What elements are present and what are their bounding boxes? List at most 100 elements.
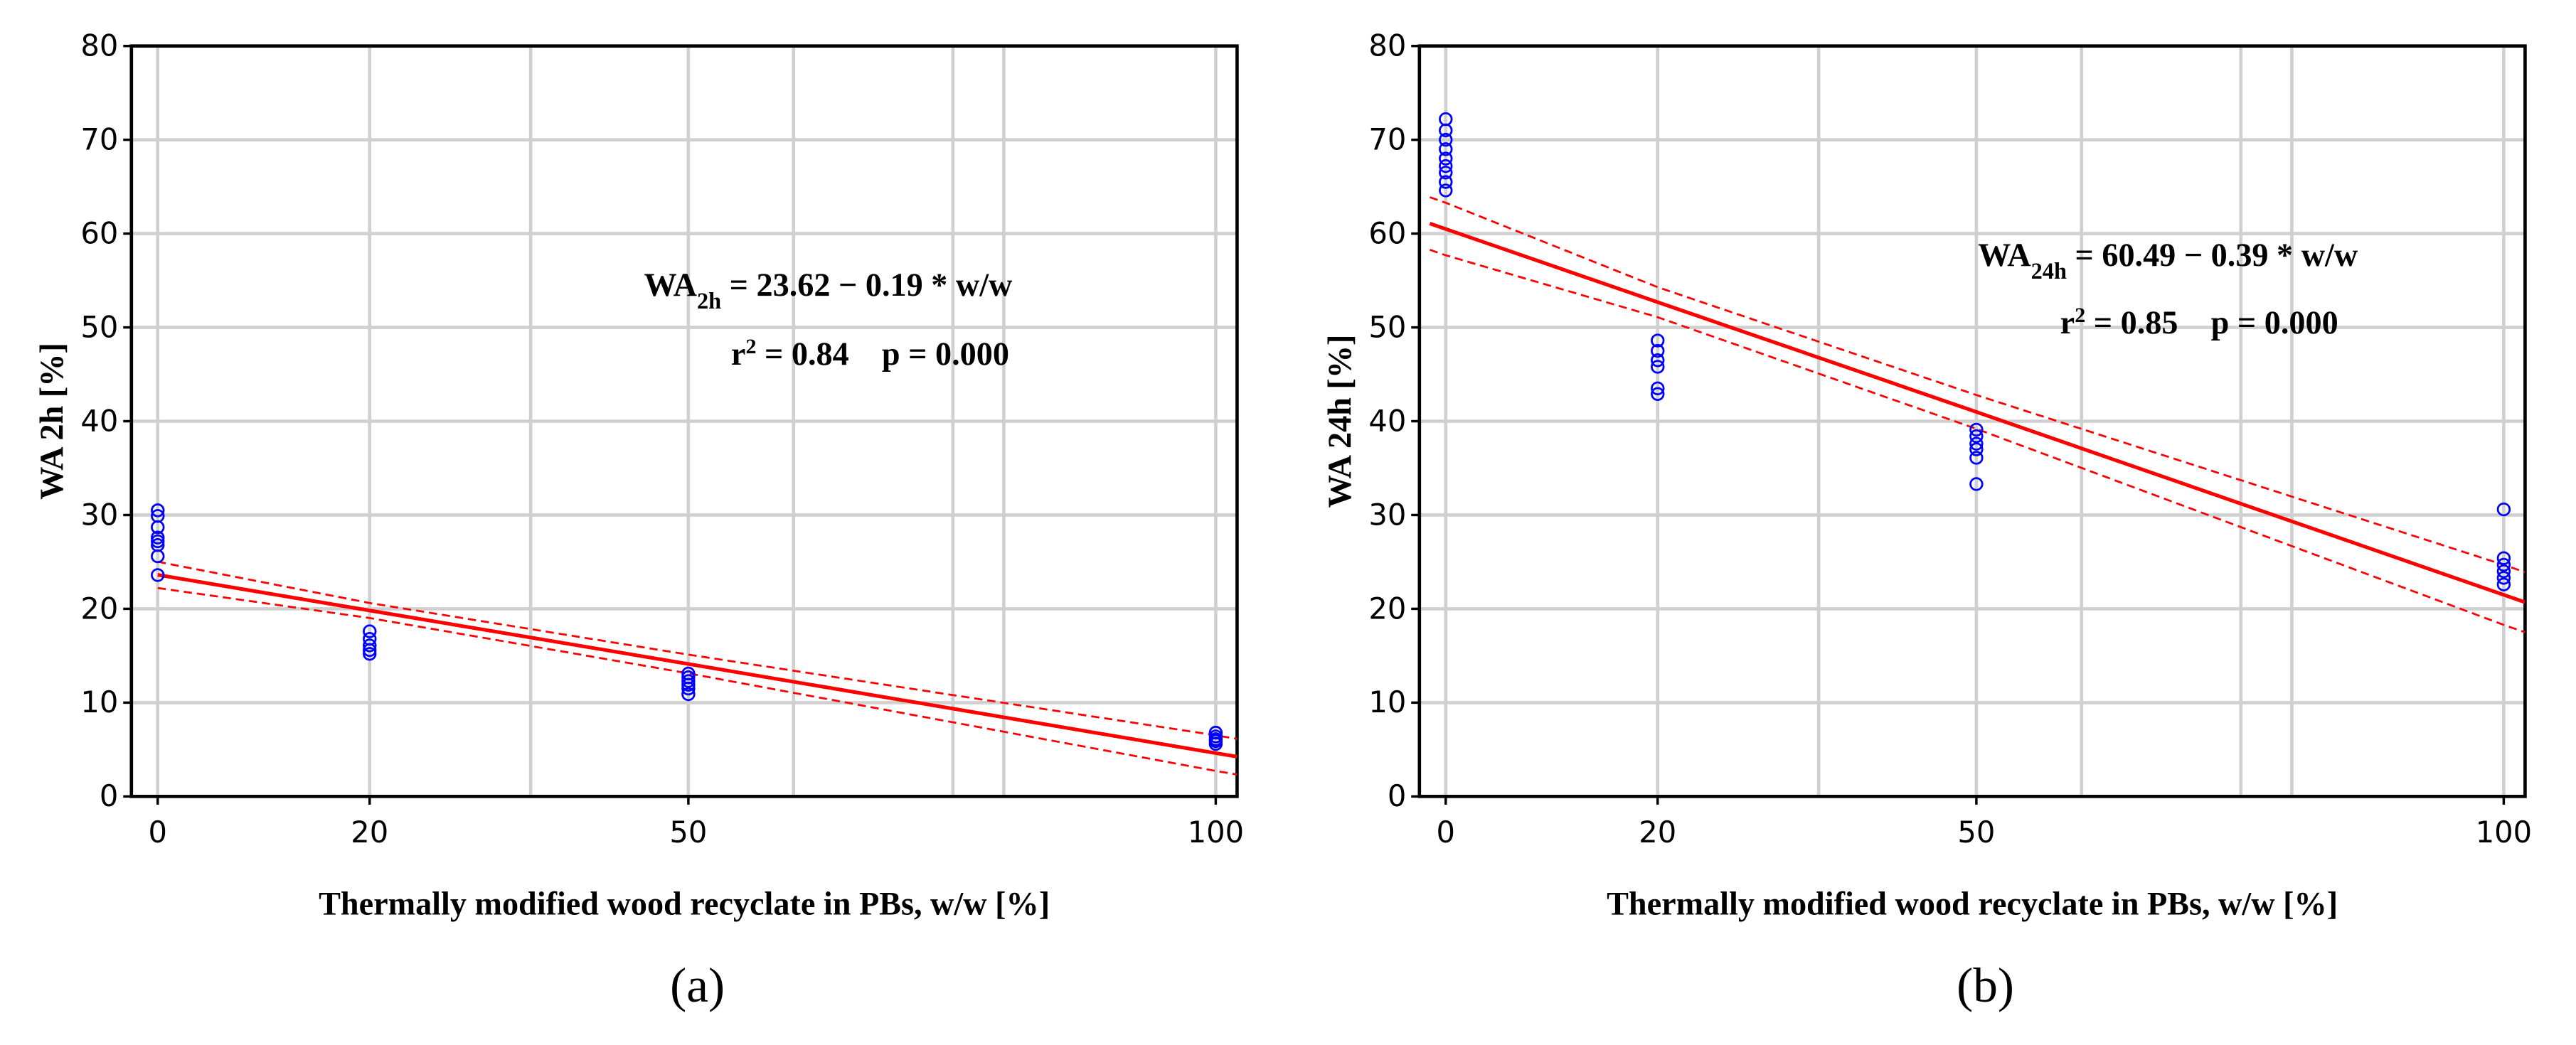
regression-line [157, 573, 1238, 759]
data-point [1439, 183, 1453, 198]
data-point [363, 647, 377, 661]
equation-rest: = 23.62 − 0.19 * w/w [721, 267, 1013, 303]
y-tick-label: 40 [80, 403, 118, 438]
x-tick-label: 50 [1957, 815, 1995, 850]
y-tick-label: 0 [100, 778, 118, 813]
x-tick-label: 20 [351, 815, 388, 850]
y-tick-label: 60 [1368, 215, 1406, 250]
y-axis-title: WA 2h [%] [33, 343, 70, 500]
equation-rest: = 60.49 − 0.39 * w/w [2067, 237, 2358, 273]
series-20 [1651, 333, 1665, 401]
data-point [1969, 429, 1984, 444]
equation-prefix: WA [1978, 237, 2031, 273]
data-point [681, 681, 696, 696]
upper-confidence-band [157, 560, 1238, 740]
data-point [2496, 564, 2511, 579]
y-tick-label: 50 [80, 309, 118, 344]
data-point [2496, 557, 2511, 572]
data-point [1651, 353, 1665, 368]
plot-group: 0 10 20 30 40 50 60 70 80 0 20 50 100 Thermally modif… [1321, 28, 2532, 1013]
x-axis-title: Thermally modified wood recyclate in PBs… [1607, 886, 2338, 922]
y-tick-label: 50 [1368, 309, 1406, 344]
x-tick-label: 0 [1437, 815, 1455, 850]
y-axis-title: WA 24h [%] [1321, 335, 1358, 508]
y-tick-label: 70 [1368, 122, 1406, 156]
x-axis-title: Thermally modified wood recyclate in PBs… [319, 886, 1050, 922]
data-point [1969, 442, 1984, 456]
data-point [151, 520, 165, 535]
data-point [2496, 577, 2511, 591]
y-tick-label: 70 [80, 122, 118, 156]
data-point [1969, 451, 1984, 465]
data-point [363, 643, 377, 658]
equation-subscript: 24h [2031, 258, 2067, 284]
y-tick-label: 30 [1368, 497, 1406, 532]
data-point [1439, 132, 1453, 147]
chart-panel-a: 0 10 20 30 40 50 60 70 80 0 20 50 100 Thermally modif… [33, 28, 1244, 1013]
data-point [1208, 736, 1223, 751]
y-tick-label: 20 [80, 591, 118, 626]
y-tick-label: 60 [80, 215, 118, 250]
lower-confidence-band [1429, 249, 2526, 633]
series-50 [1969, 422, 1984, 491]
x-tick-label: 100 [2476, 815, 2532, 850]
data-point [151, 530, 165, 545]
r2-rest: = 0.85 p = 0.000 [2085, 304, 2338, 341]
y-tick-label: 30 [80, 497, 118, 532]
data-point [1651, 381, 1665, 396]
data-point [2496, 502, 2511, 517]
data-point [681, 677, 696, 692]
plot-group: 0 10 20 30 40 50 60 70 80 0 20 50 100 Thermally modif… [33, 28, 1244, 1013]
regression-equation: WA24h = 60.49 − 0.39 * w/w [1978, 237, 2358, 284]
x-tick-label: 0 [149, 815, 167, 850]
r-squared-annotation: r2 = 0.85 p = 0.000 [2060, 303, 2338, 341]
data-point [2496, 571, 2511, 585]
data-point [151, 534, 165, 549]
data-point [151, 549, 165, 564]
series-0 [1439, 112, 1453, 198]
data-point [1651, 343, 1665, 358]
plot-frame [1417, 44, 2527, 798]
x-tick-label: 100 [1188, 815, 1244, 850]
series-100 [2496, 502, 2511, 591]
lines-group [1429, 196, 2526, 633]
y-tick-label: 0 [1388, 778, 1406, 813]
data-point [1969, 477, 1984, 491]
y-tick-label: 80 [1368, 28, 1406, 63]
data-point [151, 568, 165, 582]
chart-panel-b: 0 10 20 30 40 50 60 70 80 0 20 50 100 Thermally modif… [1321, 28, 2532, 1013]
y-tick-label: 20 [1368, 591, 1406, 626]
data-point [1969, 436, 1984, 451]
data-point [363, 638, 377, 653]
r2-rest: = 0.84 p = 0.000 [756, 336, 1008, 372]
r2-superscript: 2 [745, 334, 756, 358]
data-point [1439, 142, 1453, 156]
panel-label: (a) [670, 958, 725, 1012]
regression-line [1429, 222, 2526, 604]
data-point [1439, 166, 1453, 180]
series-20 [363, 624, 377, 661]
data-point [1439, 151, 1453, 166]
x-tick-label: 20 [1639, 815, 1676, 850]
r2-prefix: r [2060, 304, 2075, 341]
data-point [1439, 159, 1453, 173]
data-point [2496, 551, 2511, 565]
data-point [1439, 175, 1453, 189]
series-50 [681, 666, 696, 702]
data-point [1651, 360, 1665, 374]
regression-equation: WA2h = 23.62 − 0.19 * w/w [644, 267, 1013, 314]
y-tick-label: 40 [1368, 403, 1406, 438]
lines-group [157, 560, 1238, 776]
lower-confidence-band [157, 586, 1238, 776]
x-tick-label: 50 [669, 815, 707, 850]
r-squared-annotation: r2 = 0.84 p = 0.000 [731, 334, 1009, 372]
data-point [1651, 333, 1665, 348]
upper-confidence-band [1429, 196, 2526, 574]
series-0 [151, 503, 165, 582]
r2-superscript: 2 [2075, 303, 2085, 326]
data-point [151, 503, 165, 518]
data-point [681, 674, 696, 688]
y-tick-label: 10 [1368, 685, 1406, 719]
data-point [1651, 387, 1665, 401]
data-point [681, 687, 696, 702]
